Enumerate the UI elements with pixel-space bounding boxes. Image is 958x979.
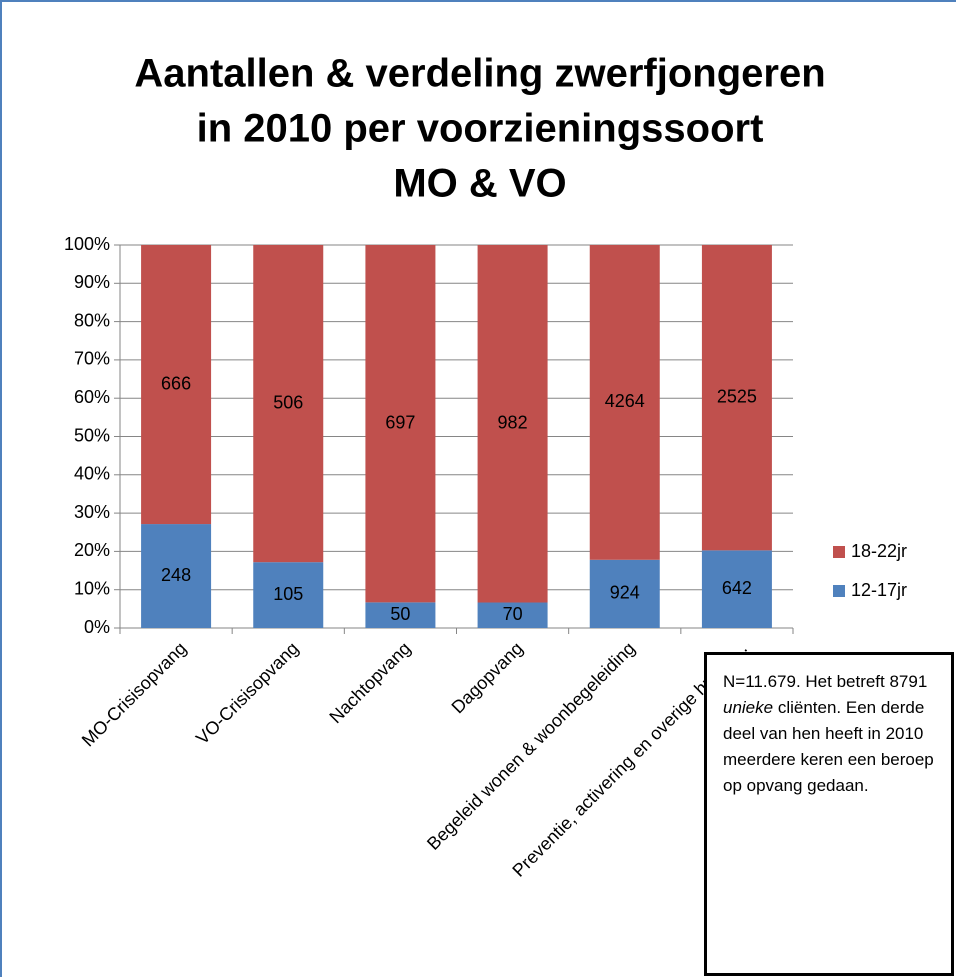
y-tick-label: 40%	[74, 464, 110, 484]
x-tick-label: MO-Crisisopvang	[78, 638, 190, 750]
x-tick-label: VO-Crisisopvang	[192, 638, 302, 748]
y-tick-label: 10%	[74, 578, 110, 598]
bar-segment	[253, 245, 324, 563]
legend-label: 12-17jr	[851, 580, 907, 600]
bar-segment	[141, 524, 212, 628]
y-tick-label: 0%	[84, 617, 110, 637]
bar-segment	[365, 245, 436, 603]
x-tick-label: Begeleid wonen & woonbegeleiding	[423, 638, 639, 854]
data-label: 666	[161, 373, 191, 393]
bar-segment	[253, 562, 324, 628]
y-tick-label: 70%	[74, 349, 110, 369]
data-label: 4264	[605, 391, 645, 411]
data-label: 105	[273, 584, 303, 604]
data-label: 982	[498, 413, 528, 433]
bar-segment	[701, 245, 772, 551]
data-label: 248	[161, 565, 191, 585]
y-tick-label: 30%	[74, 502, 110, 522]
y-tick-label: 80%	[74, 310, 110, 330]
data-label: 70	[503, 604, 523, 624]
annotation: N=11.679. Het betreft 8791 unieke cliënt…	[704, 652, 954, 976]
data-label: 50	[390, 604, 410, 624]
data-label: 924	[610, 583, 640, 603]
bar-segment	[365, 602, 436, 628]
data-label: 506	[273, 392, 303, 412]
annotation-text: N=11.679. Het betreft 8791	[723, 672, 928, 691]
chart-title: MO & VO	[393, 162, 566, 206]
bar-segment	[701, 550, 772, 628]
annotation-text: cliënten. Een derde deel van hen heeft i…	[723, 698, 934, 795]
bar-segment	[589, 559, 660, 628]
x-tick-label: Dagopvang	[448, 638, 527, 717]
y-tick-label: 20%	[74, 540, 110, 560]
y-tick-label: 50%	[74, 425, 110, 445]
data-label: 642	[722, 578, 752, 598]
legend-label: 18-22jr	[851, 541, 907, 561]
annotation-text: unieke	[723, 698, 774, 717]
chart-title: Aantallen & verdeling zwerfjongeren	[134, 52, 825, 96]
bar-segment	[589, 245, 660, 560]
chart-title: in 2010 per voorzieningssoort	[197, 107, 764, 151]
legend-swatch	[833, 546, 845, 558]
data-label: 2525	[717, 386, 757, 406]
data-label: 697	[385, 412, 415, 432]
bar-segment	[477, 602, 548, 628]
y-tick-label: 90%	[74, 272, 110, 292]
bar-segment	[141, 245, 212, 525]
x-tick-label: Nachtopvang	[325, 638, 414, 727]
y-tick-label: 60%	[74, 387, 110, 407]
legend-swatch	[833, 585, 845, 597]
bar-segment	[477, 245, 548, 603]
y-tick-label: 100%	[64, 234, 110, 254]
